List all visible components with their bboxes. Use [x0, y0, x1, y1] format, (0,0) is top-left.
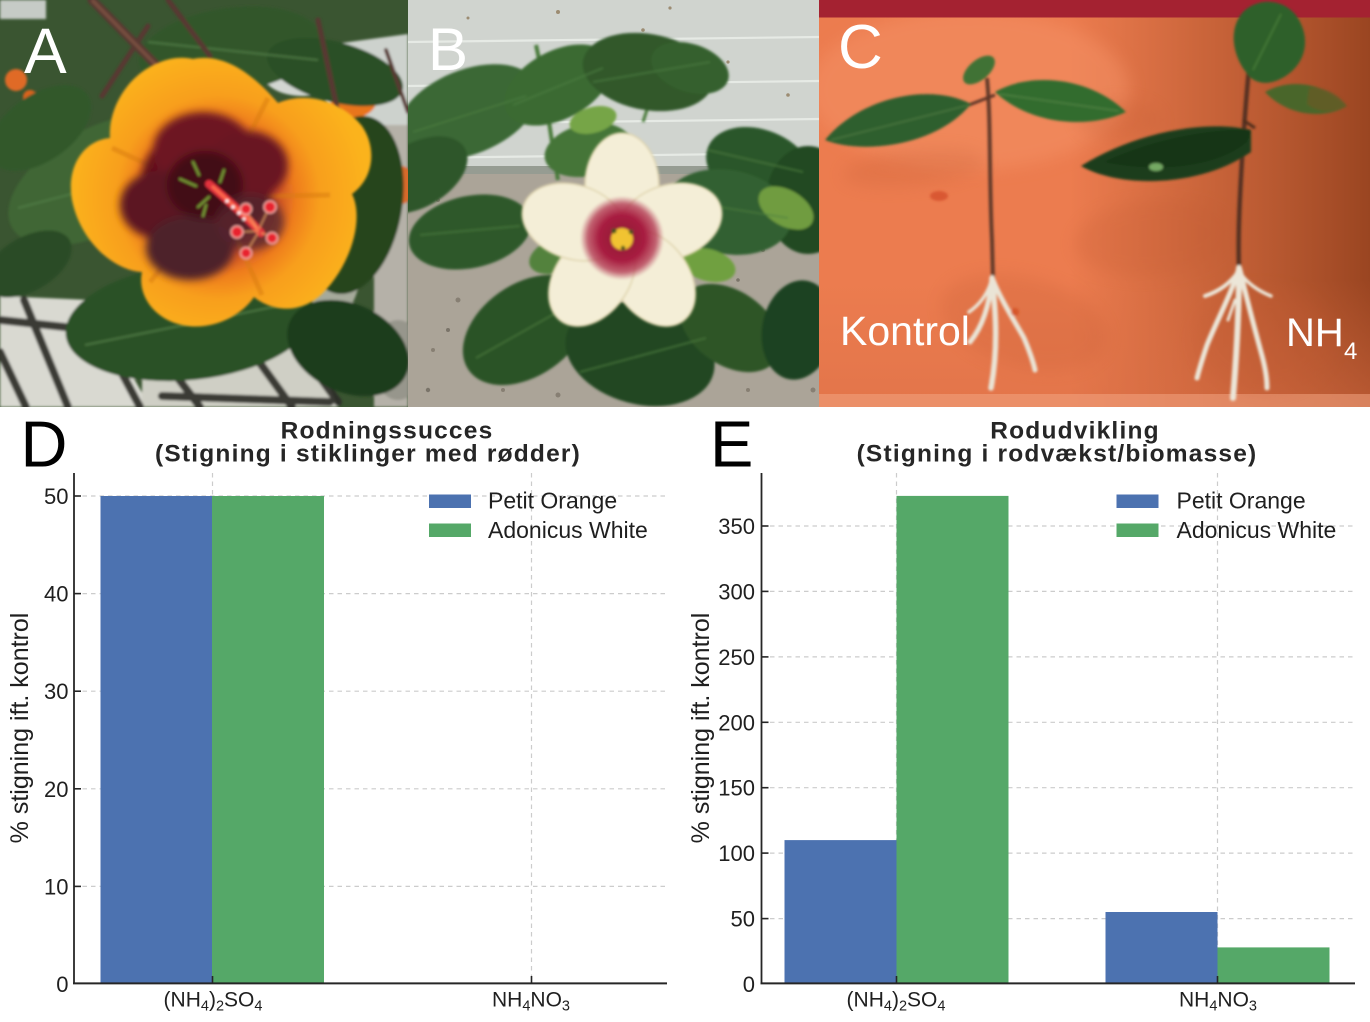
svg-text:Adonicus White: Adonicus White [1177, 517, 1337, 543]
svg-text:(Stigning i stiklinger med rød: (Stigning i stiklinger med rødder) [155, 441, 581, 468]
svg-text:0: 0 [56, 972, 68, 997]
svg-text:B: B [428, 16, 468, 83]
svg-text:C: C [838, 13, 883, 82]
svg-text:NH4NO3: NH4NO3 [1179, 989, 1257, 1015]
svg-text:50: 50 [44, 484, 68, 509]
svg-text:% stigning ift. kontrol: % stigning ift. kontrol [687, 613, 715, 844]
svg-text:A: A [24, 15, 67, 87]
svg-text:20: 20 [44, 777, 68, 802]
svg-text:300: 300 [718, 579, 755, 604]
svg-text:Adonicus White: Adonicus White [488, 517, 648, 543]
svg-text:100: 100 [718, 841, 755, 866]
svg-text:10: 10 [44, 874, 68, 899]
svg-text:(Stigning i rodvækst/biomasse): (Stigning i rodvækst/biomasse) [857, 441, 1258, 468]
svg-text:% stigning ift. kontrol: % stigning ift. kontrol [6, 613, 34, 844]
svg-text:Rodningssucces: Rodningssucces [281, 418, 494, 445]
svg-text:50: 50 [731, 907, 755, 932]
svg-text:150: 150 [718, 776, 755, 801]
svg-text:Petit Orange: Petit Orange [1177, 488, 1306, 514]
svg-text:40: 40 [44, 582, 68, 607]
svg-text:Kontrol: Kontrol [840, 308, 970, 354]
svg-text:E: E [710, 408, 753, 481]
svg-text:30: 30 [44, 679, 68, 704]
svg-text:NH4NO3: NH4NO3 [492, 989, 570, 1015]
svg-text:250: 250 [718, 645, 755, 670]
svg-text:NH: NH [1286, 311, 1344, 355]
svg-text:Rodudvikling: Rodudvikling [990, 418, 1160, 445]
svg-text:4: 4 [1344, 338, 1357, 365]
svg-text:200: 200 [718, 710, 755, 735]
svg-text:0: 0 [743, 972, 755, 997]
svg-text:(NH4)2SO4: (NH4)2SO4 [164, 989, 263, 1015]
svg-text:(NH4)2SO4: (NH4)2SO4 [847, 989, 946, 1015]
svg-text:Petit Orange: Petit Orange [488, 488, 617, 514]
svg-text:D: D [21, 408, 68, 481]
svg-text:350: 350 [718, 514, 755, 539]
